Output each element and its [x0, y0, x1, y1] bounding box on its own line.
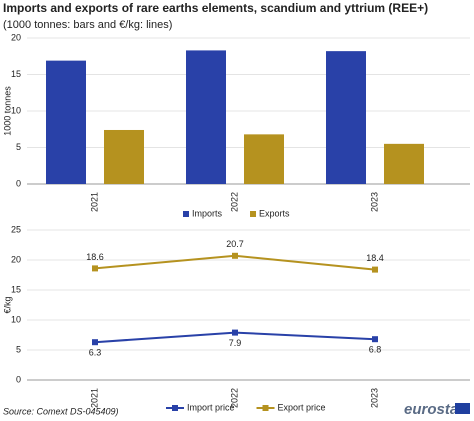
data-label: 6.8: [369, 345, 382, 355]
bar: [326, 51, 366, 184]
x-tick-label: 2022: [229, 192, 239, 212]
y-tick-label: 15: [11, 284, 21, 294]
legend-label: Exports: [259, 208, 290, 218]
x-tick-label: 2023: [369, 192, 379, 212]
y-tick-label: 15: [11, 69, 21, 79]
marker: [232, 252, 238, 259]
data-label: 18.6: [86, 252, 104, 262]
y-tick-label: 5: [16, 344, 21, 354]
legend-label: Imports: [192, 208, 223, 218]
y-tick-label: 5: [16, 142, 21, 152]
y-tick-label: 10: [11, 105, 21, 115]
data-label: 6.3: [89, 348, 102, 358]
y-tick-label: 20: [11, 32, 21, 42]
bar: [384, 143, 424, 184]
y-axis-label: €/kg: [2, 296, 12, 313]
y-axis-label: 1000 tonnes: [2, 86, 12, 136]
data-label: 20.7: [226, 239, 244, 249]
chart-subtitle: (1000 tonnes: bars and €/kg: lines): [3, 19, 172, 31]
legend-swatch: [250, 211, 257, 217]
marker: [92, 265, 98, 272]
x-tick-label: 2022: [229, 388, 239, 408]
data-label: 18.4: [366, 253, 384, 263]
legend-marker: [262, 405, 269, 411]
x-tick-label: 2021: [89, 388, 99, 408]
bar: [186, 50, 226, 184]
y-tick-label: 0: [16, 178, 21, 188]
x-tick-label: 2023: [369, 388, 379, 408]
bar: [46, 60, 86, 184]
legend-swatch: [183, 211, 189, 217]
marker: [372, 336, 378, 343]
marker: [372, 266, 378, 273]
source: Source: Comext DS-045409): [3, 406, 119, 416]
y-tick-label: 20: [11, 254, 21, 264]
legend-label: Import price: [187, 402, 235, 412]
marker: [92, 339, 98, 346]
x-tick-label: 2021: [89, 192, 99, 212]
eu-flag: [455, 403, 470, 414]
legend-label: Export price: [278, 402, 326, 412]
chart-title: Imports and exports of rare earths eleme…: [3, 1, 428, 15]
y-tick-label: 0: [16, 374, 21, 384]
marker: [232, 329, 238, 336]
bar: [104, 129, 144, 184]
y-tick-label: 10: [11, 314, 21, 324]
y-tick-label: 25: [11, 224, 21, 234]
logo: eurostat: [404, 401, 464, 418]
data-label: 7.9: [229, 338, 242, 348]
legend-marker: [172, 405, 178, 411]
bar: [244, 134, 284, 184]
